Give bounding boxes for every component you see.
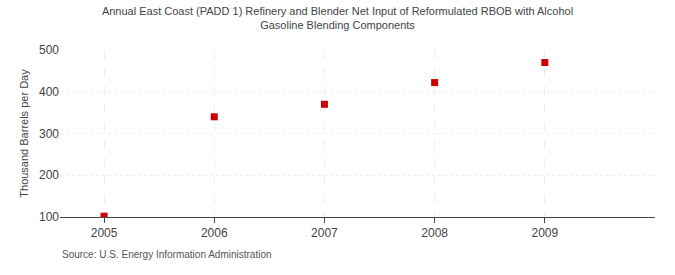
svg-text:100: 100 <box>39 210 59 224</box>
svg-text:300: 300 <box>39 127 59 141</box>
svg-text:2007: 2007 <box>311 226 338 240</box>
svg-text:500: 500 <box>39 43 59 57</box>
svg-text:2005: 2005 <box>91 226 118 240</box>
svg-text:Thousand Barrels per Day: Thousand Barrels per Day <box>18 69 30 198</box>
svg-text:Annual East Coast (PADD 1) Ref: Annual East Coast (PADD 1) Refinery and … <box>102 5 573 31</box>
svg-text:2009: 2009 <box>531 226 558 240</box>
svg-text:Source: U.S. Energy Informatio: Source: U.S. Energy Information Administ… <box>62 249 272 260</box>
svg-text:200: 200 <box>39 168 59 182</box>
svg-text:2006: 2006 <box>201 226 228 240</box>
svg-text:2008: 2008 <box>421 226 448 240</box>
svg-text:400: 400 <box>39 85 59 99</box>
